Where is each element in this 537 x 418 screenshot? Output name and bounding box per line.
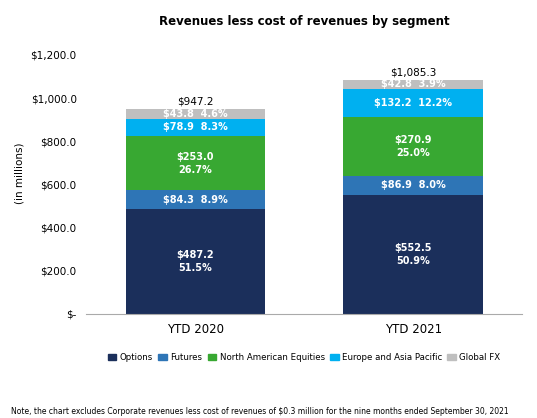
Text: $552.5
50.9%: $552.5 50.9%	[394, 242, 432, 266]
Y-axis label: (in millions): (in millions)	[15, 143, 25, 204]
Bar	[126, 110, 265, 119]
Text: $42.8  3.9%: $42.8 3.9%	[381, 79, 445, 89]
Text: $84.3  8.9%: $84.3 8.9%	[163, 194, 228, 204]
Text: $43.8  4.6%: $43.8 4.6%	[163, 109, 228, 119]
Bar	[126, 119, 265, 136]
Title: Revenues less cost of revenues by segment: Revenues less cost of revenues by segmen…	[159, 15, 449, 28]
Text: $132.2  12.2%: $132.2 12.2%	[374, 98, 452, 108]
Text: $270.9
25.0%: $270.9 25.0%	[394, 135, 432, 158]
Text: Note, the chart excludes Corporate revenues less cost of revenues of $0.3 millio: Note, the chart excludes Corporate reven…	[11, 407, 509, 416]
Text: $1,085.3: $1,085.3	[390, 67, 436, 77]
Bar	[343, 89, 483, 117]
Bar	[343, 176, 483, 194]
Legend: Options, Futures, North American Equities, Europe and Asia Pacific, Global FX: Options, Futures, North American Equitie…	[104, 349, 504, 365]
Bar	[343, 80, 483, 89]
Text: $487.2
51.5%: $487.2 51.5%	[177, 250, 214, 273]
Text: $947.2: $947.2	[177, 97, 214, 107]
Bar	[343, 194, 483, 314]
Text: $78.9  8.3%: $78.9 8.3%	[163, 122, 228, 133]
Bar	[126, 191, 265, 209]
Bar	[343, 117, 483, 176]
Bar	[126, 209, 265, 314]
Text: $86.9  8.0%: $86.9 8.0%	[381, 180, 446, 190]
Bar	[126, 136, 265, 191]
Text: $253.0
26.7%: $253.0 26.7%	[177, 152, 214, 175]
